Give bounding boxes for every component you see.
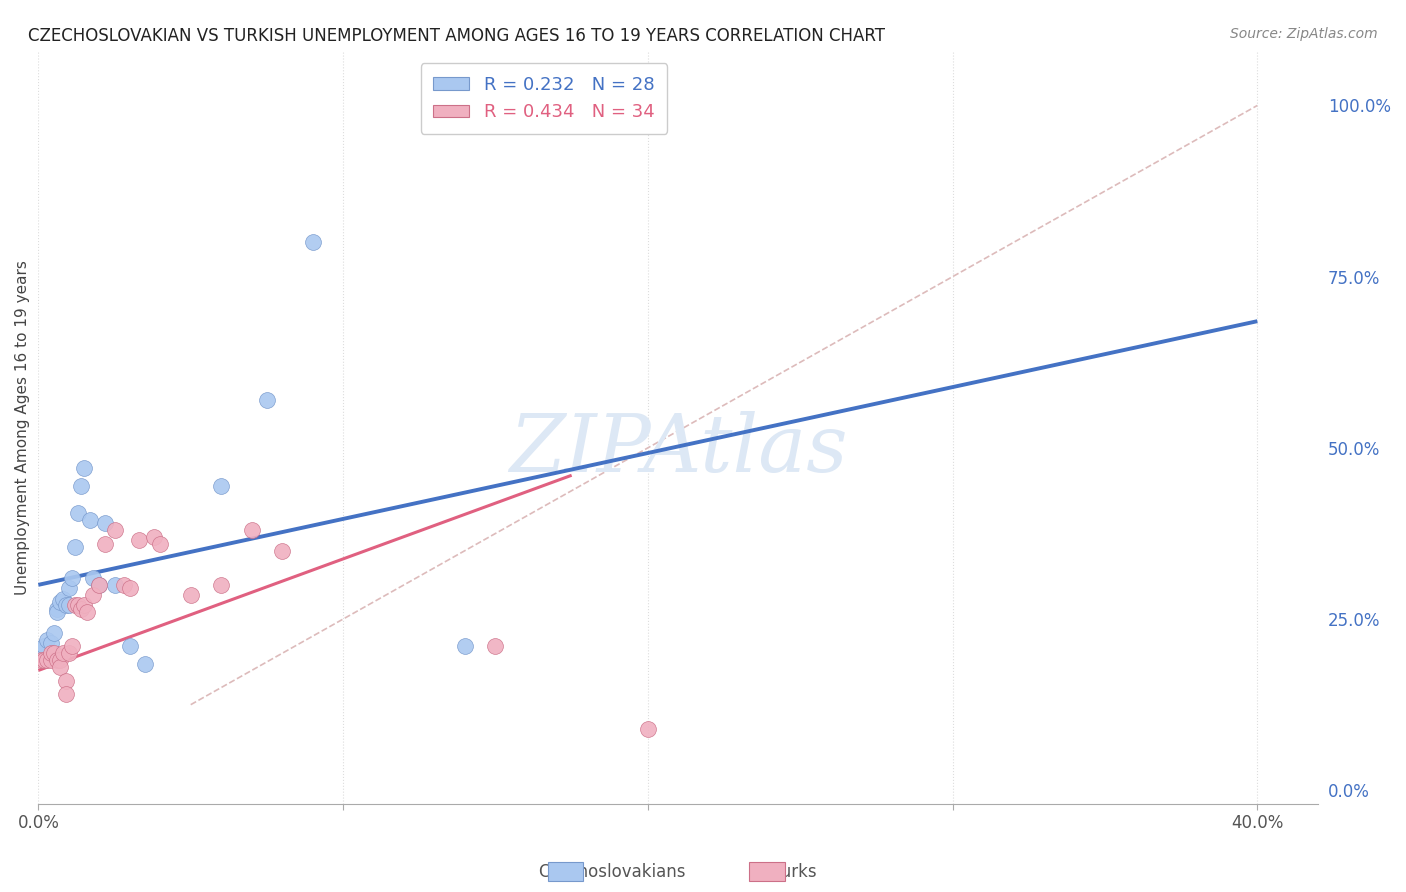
Text: CZECHOSLOVAKIAN VS TURKISH UNEMPLOYMENT AMONG AGES 16 TO 19 YEARS CORRELATION CH: CZECHOSLOVAKIAN VS TURKISH UNEMPLOYMENT … xyxy=(28,27,886,45)
Point xyxy=(45,602,67,616)
Point xyxy=(60,640,83,654)
Point xyxy=(66,506,89,520)
Point xyxy=(30,653,52,667)
Point xyxy=(112,578,135,592)
Point xyxy=(240,523,263,537)
Point xyxy=(52,591,75,606)
Point xyxy=(55,673,77,688)
Point xyxy=(209,478,232,492)
Point xyxy=(37,632,59,647)
Point xyxy=(58,581,80,595)
Point xyxy=(637,722,659,736)
Point xyxy=(454,640,477,654)
Point xyxy=(48,653,70,667)
Point xyxy=(82,571,104,585)
Point xyxy=(39,653,62,667)
Point xyxy=(63,599,86,613)
Point xyxy=(48,595,70,609)
Point xyxy=(37,653,59,667)
Point xyxy=(118,581,141,595)
Point xyxy=(79,513,101,527)
Point xyxy=(34,640,56,654)
Point xyxy=(484,640,506,654)
Point xyxy=(256,392,278,407)
Point xyxy=(73,461,96,475)
Text: Czechoslovakians: Czechoslovakians xyxy=(538,863,685,881)
Point xyxy=(52,646,75,660)
Text: ZIPAtlas: ZIPAtlas xyxy=(509,411,848,489)
Point xyxy=(149,537,172,551)
Point xyxy=(76,605,98,619)
Point xyxy=(42,646,65,660)
Text: Source: ZipAtlas.com: Source: ZipAtlas.com xyxy=(1230,27,1378,41)
Point xyxy=(55,599,77,613)
Point xyxy=(58,599,80,613)
Point xyxy=(143,530,166,544)
Point xyxy=(39,636,62,650)
Point xyxy=(94,537,117,551)
Point xyxy=(58,646,80,660)
Point xyxy=(34,653,56,667)
Point xyxy=(42,625,65,640)
Point xyxy=(55,687,77,701)
Point xyxy=(39,646,62,660)
Point xyxy=(271,543,294,558)
Point xyxy=(66,599,89,613)
Point xyxy=(89,578,111,592)
Point xyxy=(60,571,83,585)
Point xyxy=(30,643,52,657)
Y-axis label: Unemployment Among Ages 16 to 19 years: Unemployment Among Ages 16 to 19 years xyxy=(15,260,30,595)
Point xyxy=(73,599,96,613)
Point xyxy=(128,533,150,548)
Text: Turks: Turks xyxy=(772,863,817,881)
Point xyxy=(63,540,86,554)
Point xyxy=(180,588,202,602)
Point xyxy=(89,578,111,592)
Point xyxy=(301,235,323,250)
Point xyxy=(45,653,67,667)
Point xyxy=(82,588,104,602)
Point xyxy=(118,640,141,654)
Point xyxy=(45,605,67,619)
Point xyxy=(103,578,125,592)
Point xyxy=(70,478,93,492)
Legend: R = 0.232   N = 28, R = 0.434   N = 34: R = 0.232 N = 28, R = 0.434 N = 34 xyxy=(420,63,668,134)
Point xyxy=(94,516,117,531)
Point xyxy=(70,602,93,616)
Point xyxy=(103,523,125,537)
Point xyxy=(48,660,70,674)
Point xyxy=(209,578,232,592)
Point xyxy=(134,657,156,671)
